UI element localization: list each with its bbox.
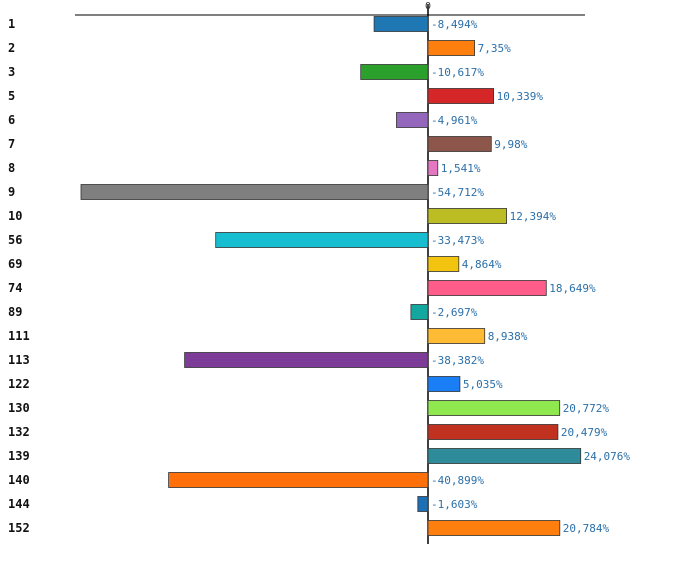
value-label: -33,473% <box>431 234 484 247</box>
category-label: 1 <box>8 17 15 31</box>
value-label: 5,035% <box>463 378 503 391</box>
category-label: 139 <box>8 449 30 463</box>
category-label: 132 <box>8 425 30 439</box>
bar <box>427 136 492 152</box>
bar <box>427 88 494 104</box>
value-label: 18,649% <box>549 282 596 295</box>
bar <box>427 40 475 56</box>
bar <box>215 232 429 248</box>
value-label: 10,339% <box>497 90 544 103</box>
category-label: 130 <box>8 401 30 415</box>
value-label: 12,394% <box>510 210 557 223</box>
value-label: -1,603% <box>431 498 478 511</box>
category-label: 113 <box>8 353 30 367</box>
bar <box>410 304 429 320</box>
bar <box>427 520 561 536</box>
value-label: 20,479% <box>561 426 608 439</box>
zero-tick-label: 0 <box>425 1 431 12</box>
bar <box>360 64 429 80</box>
value-label: -54,712% <box>431 186 484 199</box>
bar <box>427 448 582 464</box>
bar <box>168 472 429 488</box>
value-label: -4,961% <box>431 114 478 127</box>
bar <box>427 160 439 176</box>
category-label: 74 <box>8 281 22 295</box>
category-label: 10 <box>8 209 22 223</box>
bar <box>427 280 547 296</box>
category-label: 7 <box>8 137 15 151</box>
bar <box>184 352 429 368</box>
value-label: 4,864% <box>462 258 502 271</box>
category-label: 6 <box>8 113 15 127</box>
value-label: -10,617% <box>431 66 484 79</box>
category-label: 152 <box>8 521 30 535</box>
category-label: 8 <box>8 161 15 175</box>
value-label: 8,938% <box>488 330 528 343</box>
value-label: -2,697% <box>431 306 478 319</box>
bar <box>427 400 561 416</box>
bar <box>373 16 429 32</box>
category-label: 3 <box>8 65 15 79</box>
bar <box>427 256 460 272</box>
category-label: 5 <box>8 89 15 103</box>
value-label: 20,784% <box>563 522 610 535</box>
category-label: 140 <box>8 473 30 487</box>
bar <box>427 424 559 440</box>
value-label: 7,35% <box>478 42 511 55</box>
category-label: 89 <box>8 305 22 319</box>
category-label: 144 <box>8 497 30 511</box>
value-label: 24,076% <box>584 450 631 463</box>
bar <box>427 376 461 392</box>
category-label: 122 <box>8 377 30 391</box>
category-label: 2 <box>8 41 15 55</box>
value-label: 9,98% <box>494 138 527 151</box>
value-label: -38,382% <box>431 354 484 367</box>
bar <box>417 496 429 512</box>
category-label: 56 <box>8 233 22 247</box>
category-label: 111 <box>8 329 30 343</box>
bar <box>427 208 507 224</box>
category-label: 9 <box>8 185 15 199</box>
bars-group: 1 -8,494% 2 7,35% 3 -10,617% 5 10,339% 6 -4,961% 7… <box>8 16 631 536</box>
category-label: 69 <box>8 257 22 271</box>
bar <box>80 184 429 200</box>
bar <box>396 112 429 128</box>
value-label: -40,899% <box>431 474 484 487</box>
bar <box>427 328 486 344</box>
value-label: 1,541% <box>441 162 481 175</box>
value-label: -8,494% <box>431 18 478 31</box>
value-label: 20,772% <box>563 402 610 415</box>
